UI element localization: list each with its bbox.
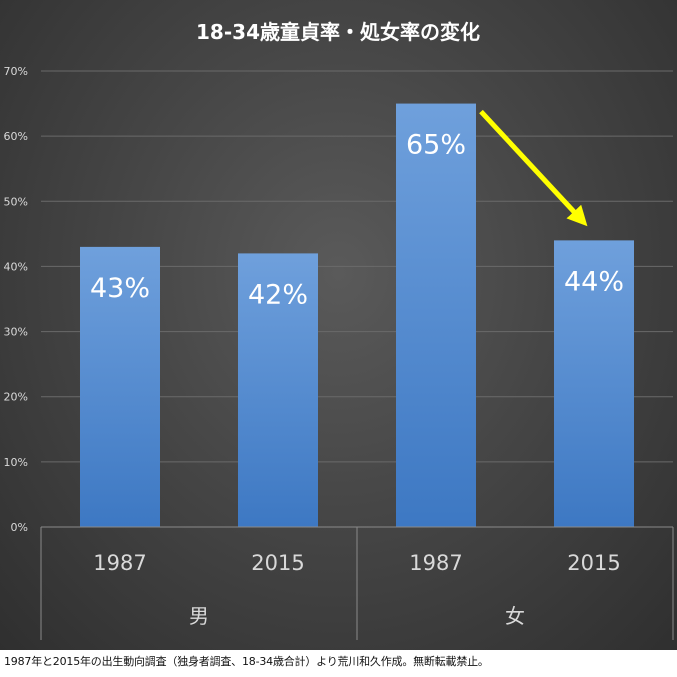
bar [554, 240, 634, 527]
x-tick-label: 1987 [409, 551, 462, 575]
data-label: 65% [406, 130, 466, 161]
x-axis: 1987 2015 1987 2015 男 女 [40, 526, 674, 640]
x-tick-label: 2015 [251, 551, 304, 575]
chart-title: 18-34歳童貞率・処女率の変化 [196, 20, 480, 44]
chart-area: 18-34歳童貞率・処女率の変化 0% 10% 20% 30% 40% 50% 60% 70%… [0, 0, 677, 650]
y-tick-label: 70% [4, 65, 28, 78]
bars [80, 103, 634, 528]
y-tick-label: 50% [4, 195, 28, 208]
x-group-label: 女 [505, 604, 525, 628]
annotations [479, 109, 588, 227]
y-axis-ticks: 0% 10% 20% 30% 40% 50% 60% 70% [4, 65, 28, 534]
data-labels: 43% 42% 65% 44% [90, 130, 624, 311]
y-tick-label: 30% [4, 326, 28, 339]
x-tick-label: 2015 [567, 551, 620, 575]
bar [396, 103, 476, 528]
y-tick-label: 40% [4, 260, 28, 273]
chart-svg: 18-34歳童貞率・処女率の変化 0% 10% 20% 30% 40% 50% 60% 70%… [3, 20, 674, 640]
y-tick-label: 60% [4, 130, 28, 143]
bar [238, 253, 318, 527]
x-group-label: 男 [189, 604, 209, 628]
bar [80, 246, 160, 527]
x-tick-label: 1987 [93, 551, 146, 575]
data-label: 42% [248, 279, 308, 310]
y-tick-label: 10% [4, 456, 28, 469]
y-tick-label: 0% [11, 521, 28, 534]
yellow-arrow [479, 109, 588, 227]
y-tick-label: 20% [4, 391, 28, 404]
data-label: 43% [90, 273, 150, 304]
source-note: 1987年と2015年の出生動向調査（独身者調査、18-34歳合計）より荒川和久… [4, 655, 489, 668]
data-label: 44% [564, 266, 624, 297]
